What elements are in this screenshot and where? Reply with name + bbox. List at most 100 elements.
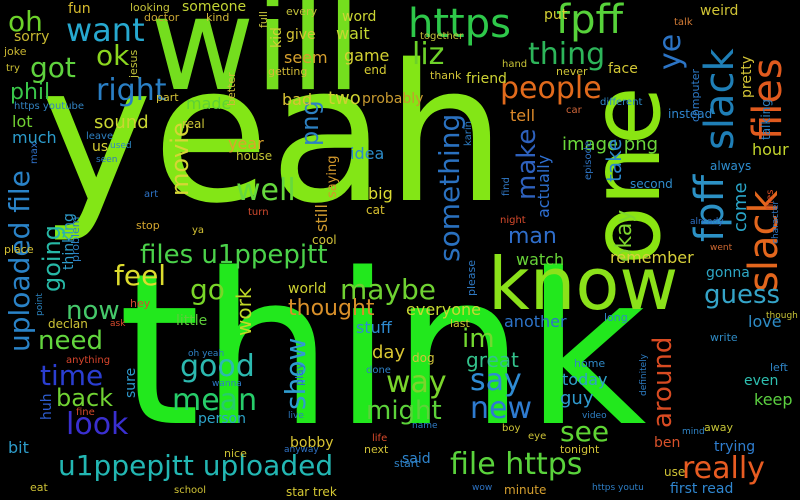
word: place	[4, 243, 34, 256]
word: instead	[668, 107, 713, 121]
word: see	[560, 415, 610, 448]
word: gonna	[706, 265, 750, 281]
word: boy	[502, 423, 521, 434]
word: put	[544, 7, 568, 23]
word: seen	[96, 155, 118, 165]
word: look	[66, 407, 129, 442]
word: oh yeah	[188, 349, 225, 359]
word: files u1ppepjtt	[140, 240, 328, 270]
word: tonight	[560, 443, 600, 456]
word: eat	[30, 481, 48, 494]
word: yeah	[40, 24, 507, 245]
word: house	[236, 149, 273, 163]
word: art	[144, 189, 159, 200]
word: hour	[752, 140, 789, 159]
word: everyone	[406, 300, 481, 319]
word: keep	[754, 390, 793, 409]
word: say	[470, 363, 522, 398]
word: weird	[700, 3, 739, 19]
word: talking	[759, 99, 773, 140]
word: away	[704, 421, 733, 434]
word: ye	[653, 33, 688, 70]
word: know	[488, 242, 679, 326]
word: thing	[528, 37, 606, 72]
word: bobby	[290, 435, 334, 451]
word: joke	[4, 45, 27, 58]
word: next	[364, 443, 389, 456]
word: real	[182, 117, 205, 131]
word: image png	[562, 134, 659, 155]
word: got	[30, 51, 76, 84]
word: big	[368, 184, 393, 203]
word: little	[176, 313, 208, 329]
word: hey	[130, 297, 151, 310]
word: great	[466, 348, 519, 372]
word: second	[630, 177, 673, 191]
word: looking	[130, 1, 170, 14]
word: even	[744, 373, 779, 389]
word: need	[38, 326, 103, 356]
word: long	[604, 311, 628, 324]
word: name	[412, 421, 438, 431]
word: world	[288, 281, 327, 297]
word: actually	[534, 154, 553, 218]
word: already	[690, 217, 724, 227]
word: nice	[224, 447, 247, 460]
word: pretty	[739, 55, 755, 98]
word: around	[648, 336, 678, 428]
word: phil	[10, 80, 51, 105]
word: left	[770, 361, 788, 374]
word: write	[710, 331, 738, 344]
word: way	[386, 365, 447, 400]
word: two	[328, 88, 361, 109]
word: kid	[269, 27, 285, 48]
word: together	[420, 31, 464, 42]
word: always	[710, 159, 752, 173]
word: used	[110, 141, 132, 151]
word: cool	[312, 233, 337, 247]
word: sure	[123, 367, 139, 398]
word: lot	[12, 112, 33, 131]
word: made	[186, 94, 232, 113]
word: man	[508, 224, 557, 249]
word: huh	[39, 393, 55, 420]
word: want	[66, 11, 145, 49]
word: much	[12, 128, 57, 147]
word: point	[35, 293, 45, 316]
word: guy	[560, 388, 594, 409]
word: minute	[504, 483, 547, 497]
word: give	[286, 27, 316, 43]
word: different	[600, 97, 643, 108]
word: dog	[412, 351, 435, 365]
word: mean	[172, 383, 258, 418]
word: please	[465, 259, 478, 296]
word: video	[582, 411, 607, 421]
word: feel	[114, 259, 167, 292]
word: new	[470, 391, 533, 426]
word: live	[288, 411, 304, 421]
word: u1ppepjtt uploaded	[58, 449, 334, 482]
word: people	[500, 71, 602, 106]
word: work	[232, 287, 256, 336]
word: oh	[8, 5, 43, 38]
word: mind	[682, 427, 705, 437]
word: another	[504, 312, 567, 331]
word: thought	[288, 296, 375, 321]
word: night	[500, 215, 526, 226]
word: wait	[336, 24, 370, 43]
word: file https	[450, 447, 583, 482]
word: word	[342, 9, 377, 25]
word: car	[566, 105, 582, 116]
word: time	[40, 359, 104, 392]
word: anything	[66, 355, 111, 366]
word: bit	[8, 438, 29, 457]
word: talk	[674, 17, 693, 28]
word: ok	[96, 39, 130, 72]
word: go	[190, 273, 225, 306]
word: cat	[366, 203, 385, 217]
word: wanna	[212, 379, 242, 389]
word: start	[394, 457, 420, 470]
word: uploaded file	[3, 170, 36, 352]
word: someone	[182, 0, 247, 15]
word: maybe	[340, 273, 437, 306]
